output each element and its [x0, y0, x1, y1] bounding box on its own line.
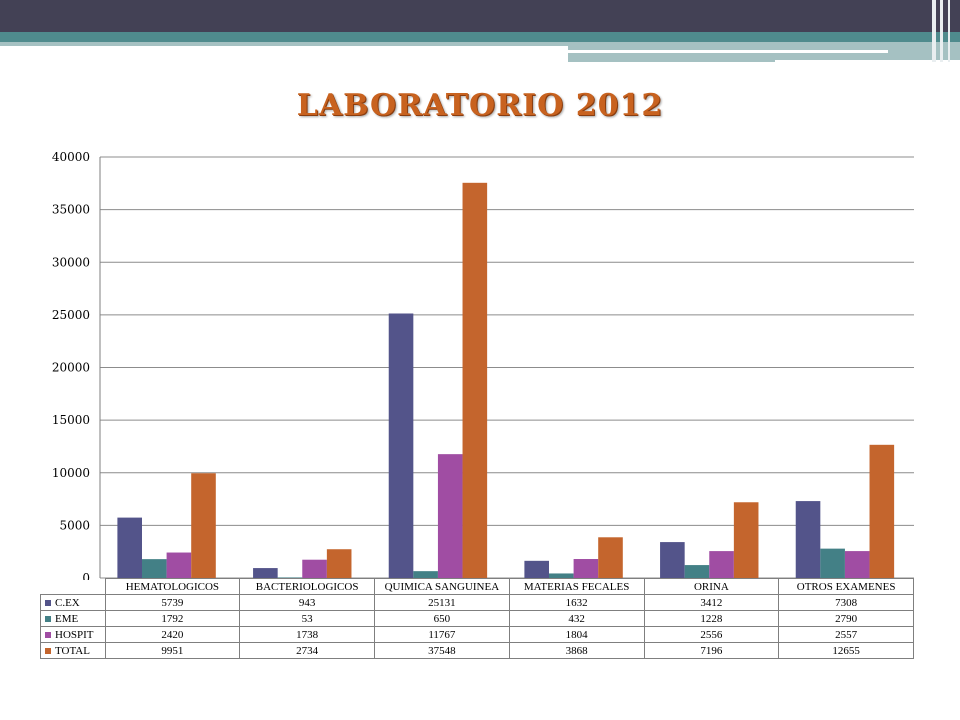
bar-total-2 [462, 182, 488, 578]
bar-hospit-4 [709, 551, 734, 578]
legend-swatch [45, 615, 51, 622]
bar-chart: 0 5000 10000 15000 20000 25000 30000 35000 40000 [52, 150, 914, 580]
bar-total-4 [733, 502, 759, 578]
bar-c-ex-4 [660, 542, 685, 578]
series-name: TOTAL [55, 644, 90, 657]
top-dark-bar [0, 0, 960, 32]
table-cell: 1804 [508, 626, 645, 643]
corner-stripe [932, 0, 936, 62]
legend-entry: HOSPIT [40, 626, 106, 643]
top-teal-bar [0, 32, 960, 42]
bar-total-1 [326, 549, 352, 578]
table-cell: 650 [374, 610, 510, 627]
bar-hospit-3 [573, 559, 599, 578]
table-cell: 1738 [239, 626, 375, 643]
top-light-bar [0, 42, 568, 46]
category-label: HEMATOLOGICOS [104, 578, 241, 595]
corner-stripe-2 [940, 0, 943, 62]
bar-total-0 [191, 473, 216, 578]
bar-total-3 [598, 537, 623, 578]
table-cell: 2790 [778, 610, 914, 627]
bar-total-5 [869, 444, 895, 578]
table-row: TOTAL 9951 2734 37548 3868 7196 12655 [40, 642, 914, 659]
y-tick-label: 30000 [52, 255, 90, 269]
y-tick-label: 15000 [52, 413, 90, 427]
bar-c-ex-0 [117, 517, 142, 578]
bar-eme-4 [684, 565, 710, 578]
table-cell: 9951 [104, 642, 241, 659]
table-cell: 11767 [374, 626, 510, 643]
category-label: MATERIAS FECALES [508, 578, 645, 595]
table-cell: 2734 [239, 642, 375, 659]
category-label: OTROS EXAMENES [778, 578, 914, 595]
series-name: HOSPIT [55, 628, 94, 641]
y-tick-label: 20000 [52, 361, 90, 375]
table-cell: 53 [239, 610, 375, 627]
bar-hospit-5 [844, 551, 870, 578]
table-cell: 5739 [104, 594, 241, 611]
series-name: EME [55, 612, 79, 625]
table-cell: 432 [508, 610, 645, 627]
legend-swatch [45, 631, 51, 638]
legend-swatch [45, 647, 51, 654]
top-white-line-2 [775, 60, 960, 63]
bar-eme-3 [549, 573, 574, 578]
table-cell: 7308 [778, 594, 914, 611]
table-corner [41, 579, 106, 595]
table-cell: 3412 [643, 594, 780, 611]
table-cell: 1632 [508, 594, 645, 611]
bar-hospit-2 [437, 454, 463, 578]
bar-eme-5 [820, 548, 845, 578]
legend-entry: C.EX [40, 594, 106, 611]
slide-title: LABORATORIO 2012 [296, 88, 664, 123]
table-cell: 2420 [104, 626, 241, 643]
table-cell: 3868 [508, 642, 645, 659]
y-tick-label: 35000 [52, 203, 90, 217]
legend-swatch [45, 599, 51, 606]
bar-hospit-1 [302, 559, 327, 578]
legend-entry: EME [40, 610, 106, 627]
series-name: C.EX [55, 596, 80, 609]
bar-c-ex-2 [388, 313, 414, 578]
category-label: BACTERIOLOGICOS [239, 578, 375, 595]
bar-c-ex-3 [524, 560, 549, 578]
table-cell: 1792 [104, 610, 241, 627]
y-tick-label: 40000 [52, 150, 90, 164]
y-tick-label: 25000 [52, 308, 90, 322]
top-white-line [568, 50, 888, 53]
y-tick-label: 0 [82, 571, 90, 580]
table-cell: 37548 [374, 642, 510, 659]
corner-stripe-3 [948, 0, 950, 62]
table-cell: 25131 [374, 594, 510, 611]
table-cell: 1228 [643, 610, 780, 627]
table-cell: 2556 [643, 626, 780, 643]
chart-data-table: HEMATOLOGICOS BACTERIOLOGICOS QUIMICA SANG… [40, 578, 914, 659]
bar-c-ex-1 [253, 568, 278, 578]
table-cell: 12655 [778, 642, 914, 659]
category-label: ORINA [643, 578, 780, 595]
table-row: C.EX 5739 943 25131 1632 3412 7308 [40, 594, 914, 611]
bar-c-ex-5 [795, 501, 821, 578]
legend-entry: TOTAL [40, 642, 106, 659]
table-row: HOSPIT 2420 1738 11767 1804 2556 2557 [40, 626, 914, 643]
bar-eme-1 [277, 577, 303, 578]
table-header-row: HEMATOLOGICOS BACTERIOLOGICOS QUIMICA SANG… [41, 578, 914, 595]
table-cell: 2557 [778, 626, 914, 643]
table-row: EME 1792 53 650 432 1228 2790 [40, 610, 914, 627]
bar-hospit-0 [166, 552, 192, 578]
bar-eme-2 [413, 571, 438, 578]
y-tick-label: 5000 [59, 518, 90, 532]
table-cell: 943 [239, 594, 375, 611]
table-cell: 7196 [643, 642, 780, 659]
category-label: QUIMICA SANGUINEA [374, 578, 510, 595]
bar-eme-0 [142, 559, 167, 578]
y-tick-label: 10000 [52, 466, 90, 480]
